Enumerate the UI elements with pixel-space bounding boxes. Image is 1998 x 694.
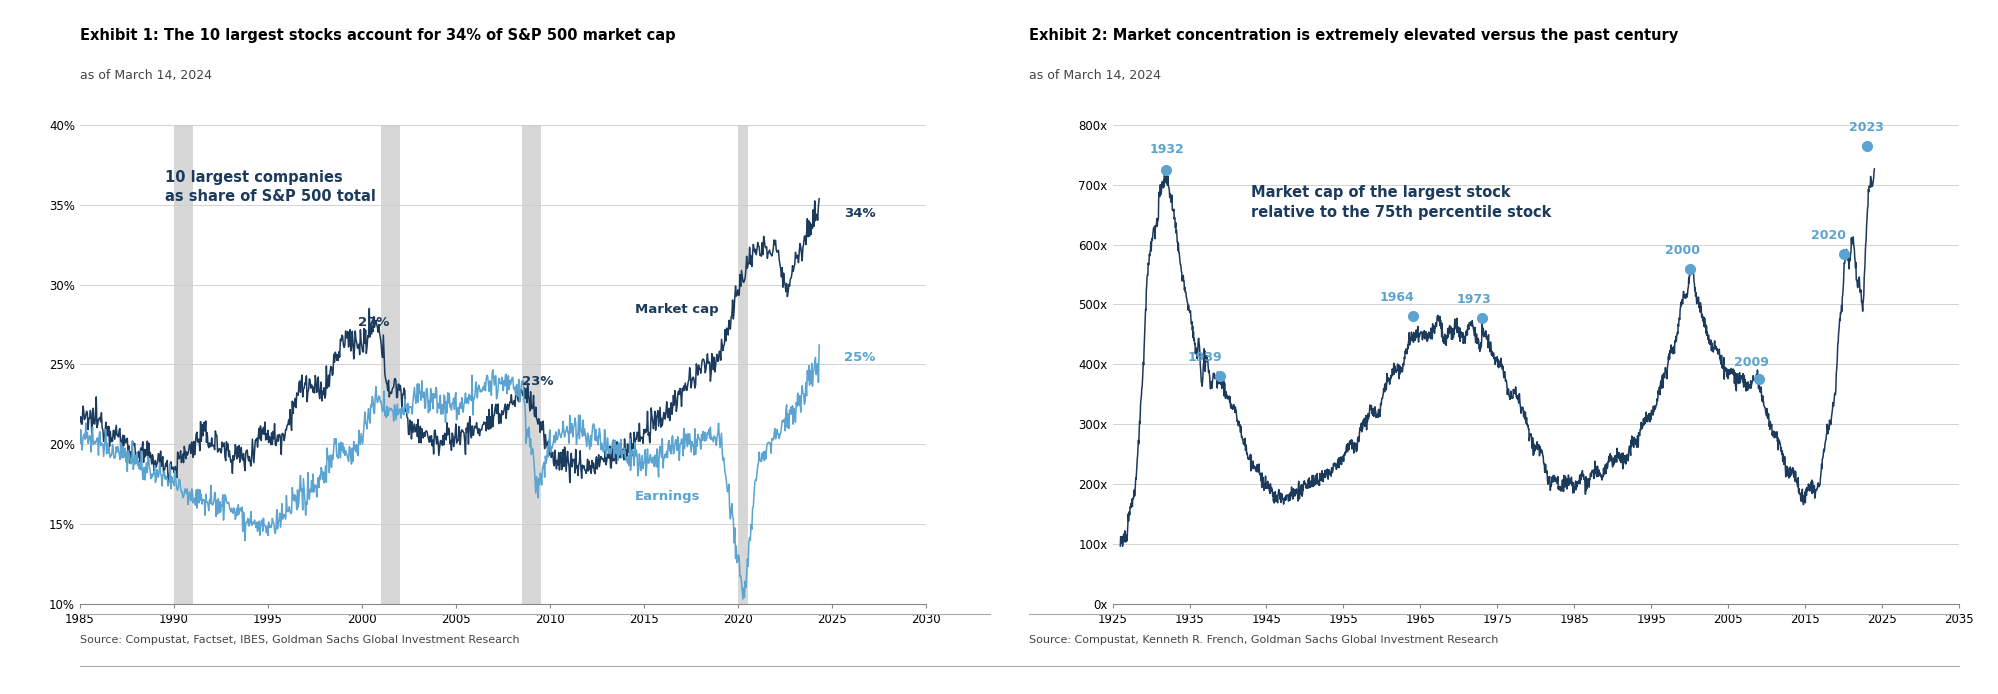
Text: Source: Compustat, Factset, IBES, Goldman Sachs Global Investment Research: Source: Compustat, Factset, IBES, Goldma… bbox=[80, 635, 519, 645]
Text: Exhibit 1: The 10 largest stocks account for 34% of S&P 500 market cap: Exhibit 1: The 10 largest stocks account… bbox=[80, 28, 675, 43]
Text: 2020: 2020 bbox=[1810, 228, 1844, 242]
Bar bbox=[521, 125, 541, 604]
Bar bbox=[174, 125, 192, 604]
Text: 2000: 2000 bbox=[1664, 244, 1698, 257]
Text: Market cap of the largest stock
relative to the 75th percentile stock: Market cap of the largest stock relative… bbox=[1251, 185, 1550, 219]
Text: 25%: 25% bbox=[843, 351, 875, 364]
Text: as of March 14, 2024: as of March 14, 2024 bbox=[1029, 69, 1161, 83]
Text: 34%: 34% bbox=[843, 208, 875, 221]
Text: Earnings: Earnings bbox=[635, 490, 699, 503]
Bar bbox=[737, 125, 747, 604]
Text: 23%: 23% bbox=[521, 375, 553, 388]
Text: 10 largest companies
as share of S&P 500 total: 10 largest companies as share of S&P 500… bbox=[164, 169, 376, 205]
Text: Exhibit 2: Market concentration is extremely elevated versus the past century: Exhibit 2: Market concentration is extre… bbox=[1029, 28, 1678, 43]
Text: 1939: 1939 bbox=[1187, 351, 1221, 364]
Text: 27%: 27% bbox=[358, 316, 390, 329]
Text: 1973: 1973 bbox=[1457, 293, 1491, 305]
Bar bbox=[382, 125, 400, 604]
Text: 1964: 1964 bbox=[1379, 291, 1415, 305]
Text: Market cap: Market cap bbox=[635, 303, 717, 316]
Text: 1932: 1932 bbox=[1149, 143, 1183, 156]
Text: as of March 14, 2024: as of March 14, 2024 bbox=[80, 69, 212, 83]
Text: 2023: 2023 bbox=[1848, 121, 1884, 134]
Text: Source: Compustat, Kenneth R. French, Goldman Sachs Global Investment Research: Source: Compustat, Kenneth R. French, Go… bbox=[1029, 635, 1498, 645]
Text: 2009: 2009 bbox=[1732, 355, 1768, 369]
